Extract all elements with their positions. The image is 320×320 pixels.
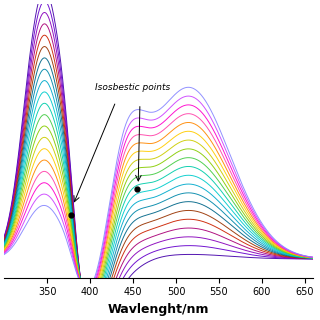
Text: Isosbestic points: Isosbestic points bbox=[95, 83, 171, 92]
X-axis label: Wavlenght/nm: Wavlenght/nm bbox=[108, 303, 210, 316]
